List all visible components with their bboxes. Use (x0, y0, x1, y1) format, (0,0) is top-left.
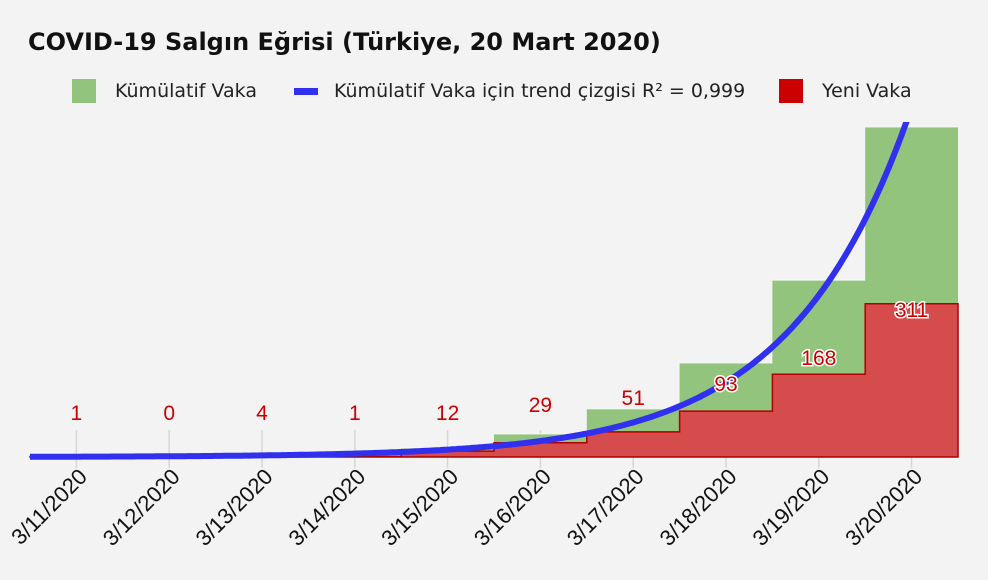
x-tick-label: 3/15/2020 (376, 464, 463, 551)
data-label: 311 (895, 299, 928, 322)
x-tick-label: 3/16/2020 (469, 464, 556, 551)
data-label: 1 (71, 402, 83, 425)
x-tick-label: 3/12/2020 (98, 464, 185, 551)
legend-item-trend: Kümülatif Vaka için trend çizgisi R² = 0… (294, 76, 745, 106)
data-label: 93 (714, 373, 737, 396)
data-label: 51 (622, 387, 645, 410)
x-tick-label: 3/20/2020 (840, 464, 927, 551)
x-tick-label: 3/19/2020 (747, 464, 834, 551)
legend-item-cumulative: Kümülatif Vaka (72, 76, 257, 106)
legend-label-cumulative: Kümülatif Vaka (115, 80, 257, 102)
legend: Kümülatif Vaka Kümülatif Vaka için trend… (0, 76, 988, 106)
x-tick-label: 3/18/2020 (655, 464, 742, 551)
data-label: 168 (801, 347, 836, 370)
data-label: 4 (256, 402, 268, 425)
data-label: 0 (163, 402, 175, 425)
legend-swatch-cumulative (72, 79, 96, 103)
chart-title: COVID-19 Salgın Eğrisi (Türkiye, 20 Mart… (28, 28, 661, 56)
legend-swatch-new (779, 79, 803, 103)
trendline (30, 122, 910, 460)
data-label: 1 (349, 402, 361, 425)
data-label: 12 (436, 402, 459, 425)
x-tick-label: 3/17/2020 (562, 464, 649, 551)
x-tick-label: 3/14/2020 (283, 464, 370, 551)
legend-swatch-trend (294, 87, 318, 95)
x-tick-label: 3/13/2020 (191, 464, 278, 551)
cumulative-area (30, 126, 958, 458)
x-tick-label: 3/11/2020 (6, 464, 92, 550)
legend-item-new: Yeni Vaka (779, 76, 912, 106)
legend-label-trend: Kümülatif Vaka için trend çizgisi R² = 0… (334, 80, 746, 102)
legend-label-new: Yeni Vaka (822, 80, 912, 102)
data-label: 29 (529, 394, 552, 417)
